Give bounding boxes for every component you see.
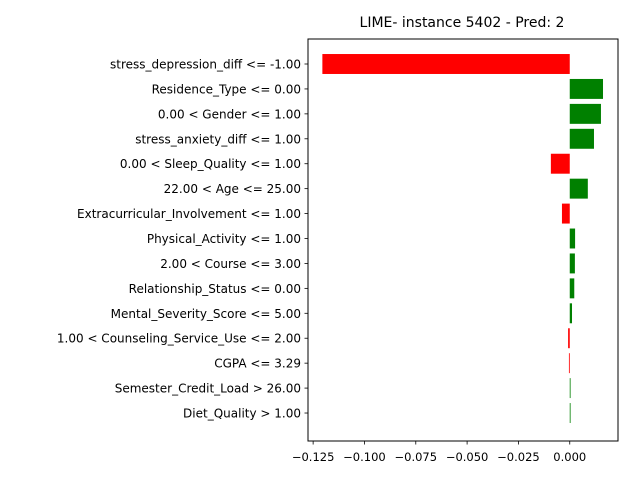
bar-10 — [569, 303, 573, 324]
y-tick-label: Diet_Quality > 1.00 — [183, 407, 301, 421]
chart-title: LIME- instance 5402 - Pred: 2 — [360, 15, 565, 31]
bar-6 — [561, 203, 570, 224]
y-tick-label: Physical_Activity <= 1.00 — [147, 232, 301, 246]
bar-5 — [569, 178, 588, 199]
y-tick-label: Extracurricular_Involvement <= 1.00 — [77, 207, 301, 221]
y-tick-label: CGPA <= 3.29 — [214, 357, 301, 371]
bars-group — [322, 54, 604, 423]
bar-9 — [569, 278, 575, 299]
y-tick-label: 1.00 < Counseling_Service_Use <= 2.00 — [57, 332, 301, 346]
y-tick-label: 2.00 < Course <= 3.00 — [160, 257, 301, 271]
x-tick-label: −0.100 — [343, 450, 386, 464]
y-tick-label: Residence_Type <= 0.00 — [152, 82, 301, 96]
bar-4 — [550, 153, 570, 174]
y-tick-label: 0.00 < Sleep_Quality <= 1.00 — [120, 157, 301, 171]
y-tick-label: Relationship_Status <= 0.00 — [129, 282, 301, 296]
bar-3 — [569, 128, 594, 149]
plot-frame — [307, 38, 619, 442]
y-tick-label: stress_anxiety_diff <= 1.00 — [135, 132, 301, 146]
x-tick-label: 0.000 — [553, 450, 586, 464]
y-tick-label: stress_depression_diff <= -1.00 — [110, 58, 301, 72]
bar-0 — [322, 54, 570, 74]
y-tick-label: Mental_Severity_Score <= 5.00 — [111, 307, 301, 321]
x-tick-label: −0.025 — [497, 450, 540, 464]
bar-1 — [569, 78, 604, 99]
y-tick-labels: stress_depression_diff <= -1.00 Residence… — [57, 58, 308, 421]
bar-8 — [569, 253, 575, 274]
x-tick-label: −0.075 — [395, 450, 438, 464]
bar-7 — [569, 228, 576, 249]
bar-11 — [568, 328, 570, 349]
x-tick-label: −0.125 — [292, 450, 335, 464]
bar-14 — [569, 403, 571, 423]
y-tick-label: Semester_Credit_Load > 26.00 — [115, 382, 301, 396]
bar-12 — [568, 353, 570, 374]
y-tick-label: 22.00 < Age <= 25.00 — [164, 182, 301, 196]
bar-2 — [569, 103, 601, 124]
x-tick-label: −0.050 — [446, 450, 489, 464]
x-ticks: −0.125 −0.100 −0.075 −0.050 −0.025 0.000 — [292, 441, 586, 464]
y-tick-label: 0.00 < Gender <= 1.00 — [158, 107, 301, 121]
bar-13 — [569, 378, 571, 399]
